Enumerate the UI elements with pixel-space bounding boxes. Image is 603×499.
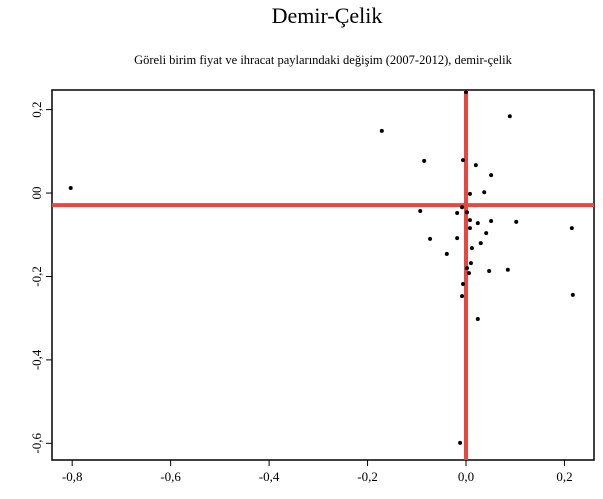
point (464, 210, 469, 215)
chart-subtitle: Göreli birim fiyat ve ihracat paylarında… (134, 53, 513, 67)
y-tick-label: -0,2 (29, 266, 44, 287)
point (489, 173, 494, 178)
point (467, 218, 472, 223)
point (514, 219, 519, 224)
point (458, 440, 463, 445)
point (464, 266, 469, 271)
plot-frame (51, 89, 595, 461)
point (422, 158, 427, 163)
chart-title: Demir-Çelik (272, 3, 383, 28)
x-tick-label: 0,2 (556, 469, 572, 484)
point (507, 114, 512, 119)
point (569, 226, 574, 231)
point (460, 205, 465, 210)
x-tick-label: -0,6 (160, 469, 181, 484)
y-tick-label: -0,4 (29, 349, 44, 370)
point (464, 90, 469, 95)
x-tick-label: -0,4 (259, 469, 280, 484)
y-tick-label: 00 (29, 187, 44, 200)
point (461, 281, 466, 286)
point (467, 191, 472, 196)
point (444, 251, 449, 256)
point (455, 211, 460, 216)
point (68, 186, 73, 191)
x-tick-label: -0,8 (62, 469, 83, 484)
point (469, 246, 474, 251)
y-tick-label: -0,6 (29, 433, 44, 454)
point (475, 317, 480, 322)
point (467, 226, 472, 231)
point (487, 269, 492, 274)
x-tick-label: 0,0 (458, 469, 474, 484)
point (473, 163, 478, 168)
point (484, 231, 489, 236)
point (460, 294, 465, 299)
point (482, 190, 487, 195)
point (466, 271, 471, 276)
point (379, 128, 384, 133)
y-tick-label: 0,2 (29, 101, 44, 117)
point (468, 261, 473, 266)
x-tick-label: -0,2 (357, 469, 378, 484)
point (489, 218, 494, 223)
point (455, 236, 460, 241)
point (570, 292, 575, 297)
point (418, 208, 423, 213)
point (478, 241, 483, 246)
point (461, 158, 466, 163)
point (505, 267, 510, 272)
point (475, 221, 480, 226)
point (428, 236, 433, 241)
